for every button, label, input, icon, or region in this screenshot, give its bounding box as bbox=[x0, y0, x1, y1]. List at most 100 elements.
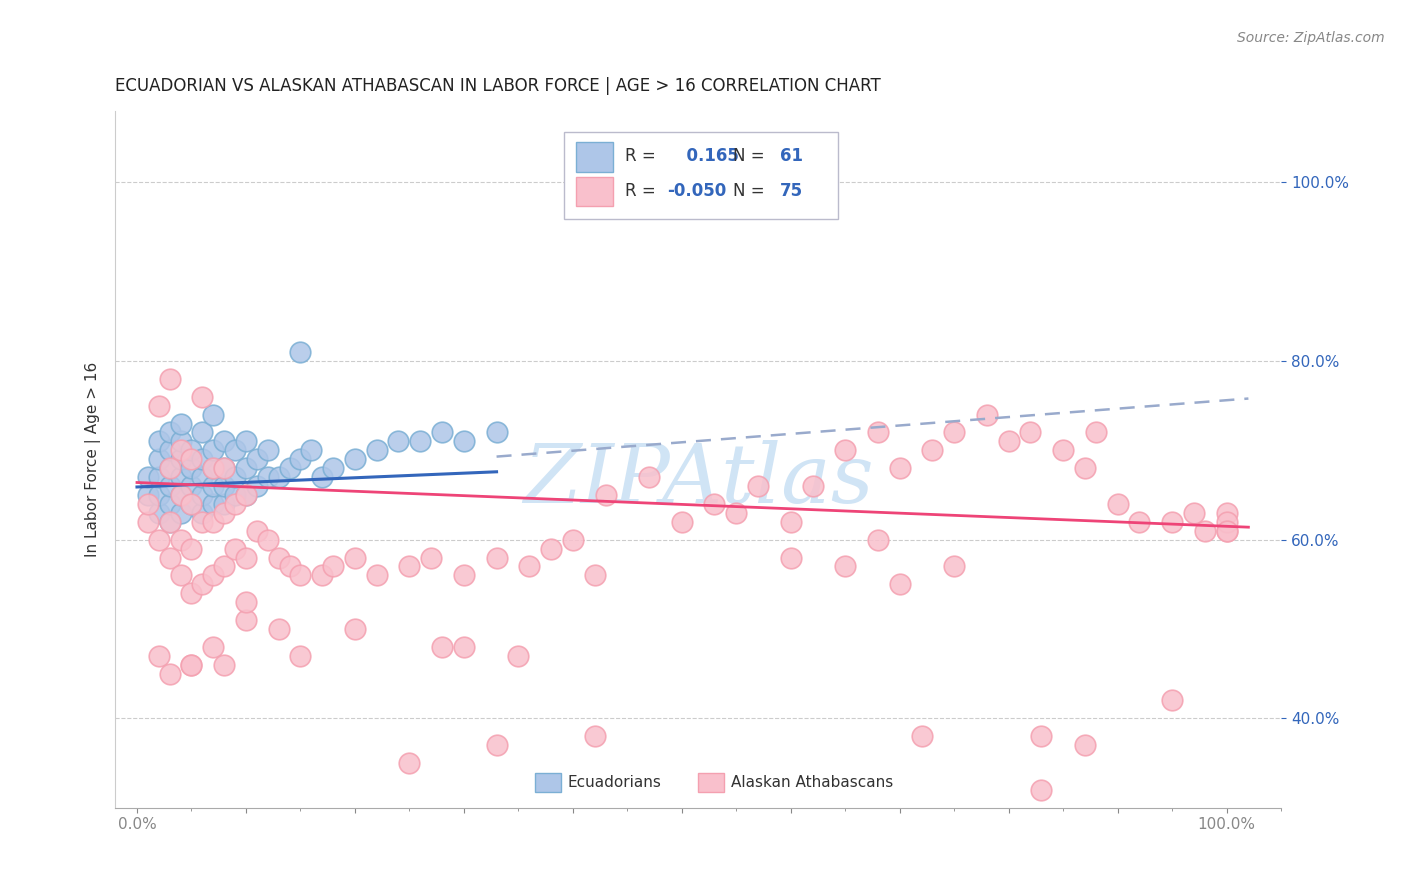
Point bbox=[246, 479, 269, 493]
Point bbox=[453, 434, 475, 449]
Point bbox=[202, 568, 225, 582]
Point bbox=[311, 470, 333, 484]
Point bbox=[485, 738, 508, 752]
FancyBboxPatch shape bbox=[564, 132, 838, 219]
Point bbox=[485, 425, 508, 440]
Point bbox=[224, 488, 246, 502]
Point bbox=[224, 443, 246, 458]
Point bbox=[159, 372, 181, 386]
Point bbox=[235, 488, 257, 502]
Point bbox=[278, 461, 301, 475]
Point bbox=[159, 461, 181, 475]
Point bbox=[1215, 524, 1237, 538]
Point bbox=[366, 443, 388, 458]
Point bbox=[278, 559, 301, 574]
Point bbox=[212, 506, 235, 520]
Point bbox=[256, 443, 278, 458]
Point bbox=[180, 497, 202, 511]
Point bbox=[148, 648, 170, 663]
Point bbox=[169, 434, 191, 449]
Point bbox=[180, 497, 202, 511]
Point bbox=[180, 657, 202, 672]
Point bbox=[889, 461, 911, 475]
Point bbox=[235, 488, 257, 502]
Point bbox=[180, 657, 202, 672]
Text: N =: N = bbox=[733, 147, 765, 165]
Point bbox=[1031, 729, 1053, 743]
Point bbox=[638, 470, 661, 484]
Point bbox=[256, 470, 278, 484]
Point bbox=[267, 550, 290, 565]
Point bbox=[290, 345, 312, 359]
Bar bbox=[575, 178, 613, 206]
Point bbox=[1084, 425, 1107, 440]
Point bbox=[159, 666, 181, 681]
Point bbox=[148, 506, 170, 520]
Point bbox=[148, 533, 170, 547]
Point bbox=[420, 550, 443, 565]
Point bbox=[180, 479, 202, 493]
Point bbox=[943, 559, 966, 574]
Point bbox=[508, 648, 530, 663]
Point bbox=[191, 488, 214, 502]
Point bbox=[159, 497, 181, 511]
Point bbox=[398, 756, 420, 770]
Point bbox=[583, 568, 606, 582]
Point bbox=[191, 577, 214, 591]
Point bbox=[1128, 515, 1150, 529]
Point bbox=[366, 568, 388, 582]
Point bbox=[398, 559, 420, 574]
Point bbox=[1019, 425, 1042, 440]
Text: 0.165: 0.165 bbox=[675, 147, 738, 165]
Point bbox=[779, 550, 801, 565]
Point bbox=[453, 640, 475, 654]
Point bbox=[191, 506, 214, 520]
Text: N =: N = bbox=[733, 182, 765, 200]
Point bbox=[191, 390, 214, 404]
Point bbox=[801, 479, 824, 493]
Point bbox=[1031, 782, 1053, 797]
Point bbox=[212, 434, 235, 449]
Point bbox=[1215, 506, 1237, 520]
Text: R =: R = bbox=[624, 182, 655, 200]
Point bbox=[290, 452, 312, 467]
Point bbox=[866, 533, 889, 547]
Point bbox=[224, 541, 246, 556]
Point bbox=[779, 515, 801, 529]
Point bbox=[191, 425, 214, 440]
Point bbox=[136, 488, 159, 502]
Point bbox=[202, 461, 225, 475]
Point bbox=[224, 497, 246, 511]
Point bbox=[235, 434, 257, 449]
Text: 75: 75 bbox=[780, 182, 803, 200]
Point bbox=[169, 470, 191, 484]
Bar bbox=[534, 772, 561, 792]
Point bbox=[169, 443, 191, 458]
Point bbox=[212, 479, 235, 493]
Point bbox=[136, 497, 159, 511]
Point bbox=[148, 470, 170, 484]
Point bbox=[921, 443, 943, 458]
Point bbox=[180, 443, 202, 458]
Text: ZIPAtlas: ZIPAtlas bbox=[523, 440, 873, 520]
Text: -0.050: -0.050 bbox=[666, 182, 725, 200]
Point bbox=[866, 425, 889, 440]
Point bbox=[169, 488, 191, 502]
Point bbox=[747, 479, 769, 493]
Point bbox=[212, 461, 235, 475]
Point bbox=[202, 479, 225, 493]
Text: ECUADORIAN VS ALASKAN ATHABASCAN IN LABOR FORCE | AGE > 16 CORRELATION CHART: ECUADORIAN VS ALASKAN ATHABASCAN IN LABO… bbox=[115, 78, 882, 95]
Point bbox=[703, 497, 725, 511]
Point bbox=[148, 488, 170, 502]
Point bbox=[1194, 524, 1216, 538]
Point bbox=[725, 506, 748, 520]
Point bbox=[976, 408, 998, 422]
Point bbox=[148, 452, 170, 467]
Point bbox=[1052, 443, 1074, 458]
Point bbox=[290, 648, 312, 663]
Point bbox=[159, 425, 181, 440]
Point bbox=[169, 488, 191, 502]
Point bbox=[148, 434, 170, 449]
Point bbox=[159, 550, 181, 565]
Point bbox=[180, 461, 202, 475]
